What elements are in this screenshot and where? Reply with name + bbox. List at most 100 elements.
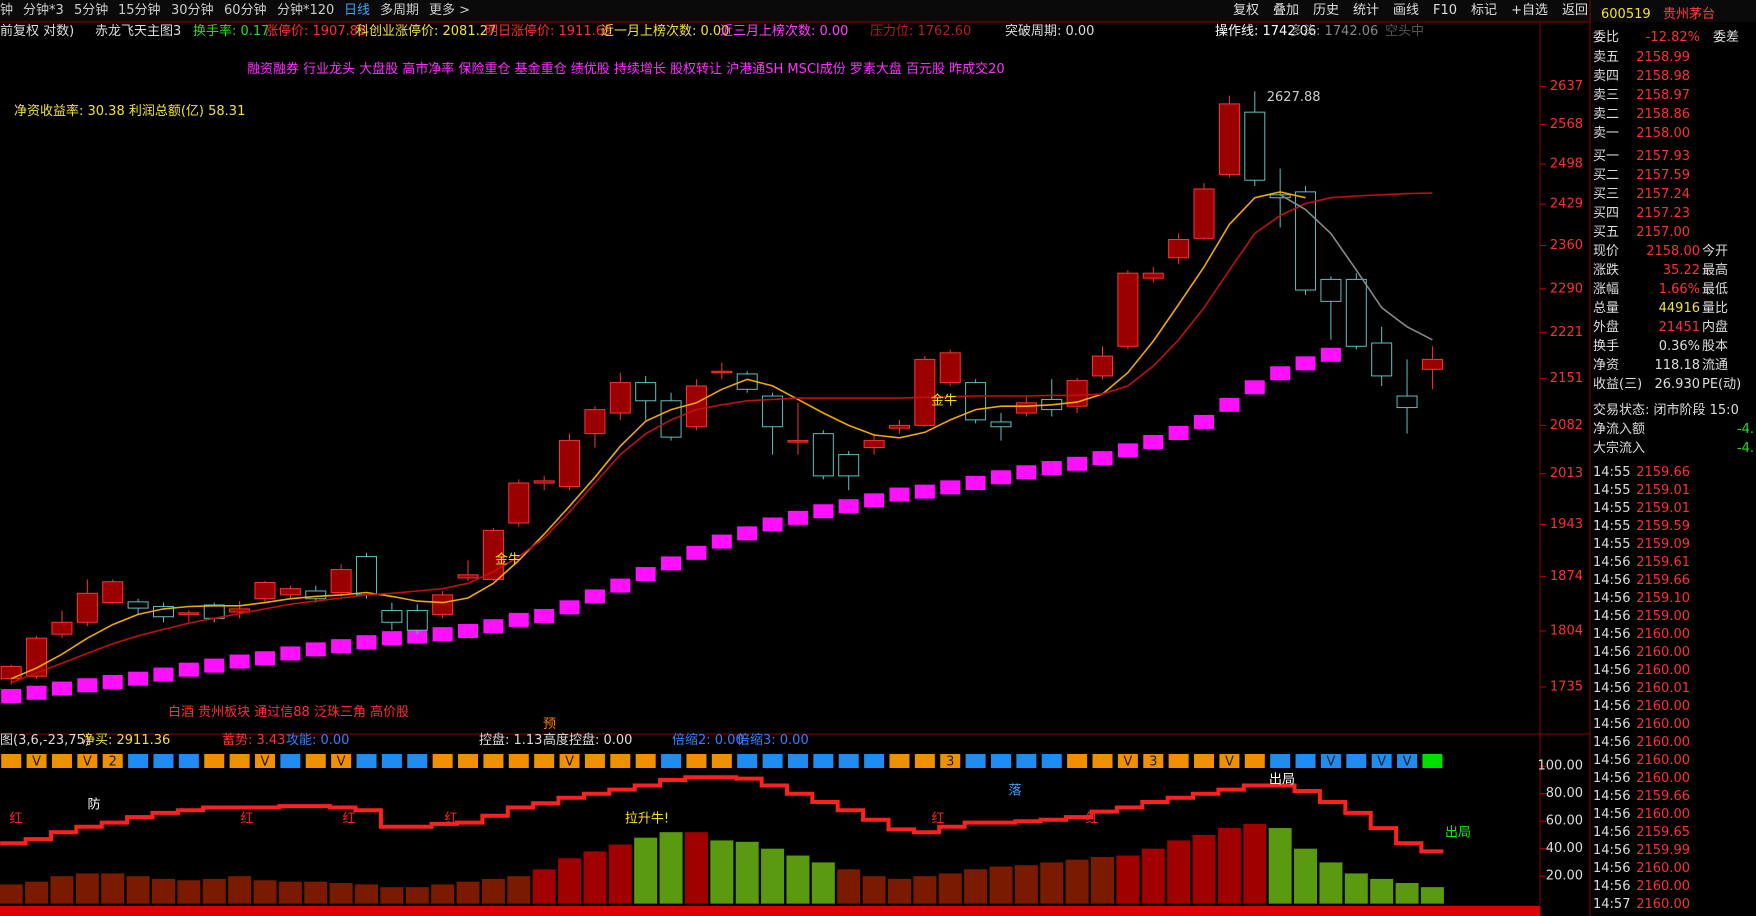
bar (1268, 828, 1292, 904)
indicator-block (864, 493, 885, 508)
bar (1192, 834, 1216, 904)
period-tab[interactable]: 更多 > (429, 3, 471, 18)
tool-button[interactable]: 返回 (1561, 3, 1588, 18)
bar (1420, 887, 1444, 904)
indicator-header: 倍缩3: 0.00 (737, 733, 809, 748)
tool-button[interactable]: 叠加 (1272, 3, 1299, 18)
period-tab[interactable]: 15分钟 (118, 3, 161, 18)
bar (735, 841, 759, 904)
bar (101, 873, 125, 904)
bar (177, 880, 201, 904)
flow-value: -4. (1736, 441, 1754, 456)
bar (1344, 873, 1368, 904)
tick-price: 2160.00 (1636, 717, 1690, 732)
signal-cell (1016, 754, 1037, 768)
tool-button[interactable]: 统计 (1352, 3, 1379, 18)
candle-body (1371, 342, 1393, 377)
book-price: 2158.00 (1636, 126, 1690, 141)
candle-body (990, 421, 1012, 428)
tick-time: 14:55 (1593, 465, 1631, 480)
period-tab[interactable]: 日线 (344, 3, 371, 18)
candle-body (406, 609, 428, 631)
bar (228, 876, 252, 904)
y-tick-label: 2221 (1550, 325, 1583, 340)
candle-body (508, 482, 530, 524)
signal-cell (102, 754, 123, 768)
tick-time: 14:56 (1593, 573, 1631, 588)
period-tab[interactable]: 30分钟 (171, 3, 214, 18)
period-tab[interactable]: 分钟*120 (277, 3, 335, 18)
tool-button[interactable]: 复权 (1232, 3, 1259, 18)
indicator-block (1117, 443, 1138, 458)
y-tick-label: 100.00 (1538, 759, 1584, 774)
indicator-block (51, 681, 72, 696)
indicator-header: 攻能: 0.00 (286, 733, 350, 748)
signal-label: V (1403, 755, 1412, 770)
bar (1217, 828, 1241, 904)
period-tab[interactable]: 分钟*3 (23, 3, 64, 18)
period-tab[interactable]: 5分钟 (74, 3, 109, 18)
bar (278, 881, 302, 904)
tool-button[interactable]: 历史 (1312, 3, 1339, 18)
indicator-annotation: 红 (1085, 811, 1098, 827)
indicator-header: 蓄势: 3.43 (222, 733, 286, 748)
candle-body (1193, 188, 1215, 239)
indicator-block (458, 623, 479, 638)
info-item: 科创业涨停价: 2081.27 (356, 24, 497, 39)
signal-cell (26, 754, 47, 768)
signal-cell (1, 754, 22, 768)
tool-button[interactable]: +自选 (1511, 3, 1548, 18)
y-tick-label: 2290 (1550, 281, 1583, 296)
indicator-block (1219, 397, 1240, 412)
bar (532, 869, 556, 904)
bar (75, 873, 99, 904)
candle-body (888, 424, 910, 429)
candle-body (685, 385, 707, 428)
stat-label: 换手 (1593, 339, 1620, 354)
stock-code: 600519 (1601, 7, 1651, 22)
stat-value: 44916 (1658, 301, 1700, 316)
stat-label: 收益(三) (1593, 377, 1643, 392)
signal-cell (864, 754, 885, 768)
period-tab[interactable]: 60分钟 (224, 3, 267, 18)
indicator-block (1041, 461, 1062, 476)
bar (1116, 855, 1140, 904)
candle-body (1244, 111, 1266, 181)
bar (202, 878, 226, 904)
bar (456, 881, 480, 904)
candle-body (1218, 103, 1240, 175)
tick-price: 2160.00 (1636, 861, 1690, 876)
bar (659, 832, 683, 904)
bar (862, 876, 886, 904)
ma-line (10, 191, 1306, 680)
book-price: 2157.00 (1636, 225, 1690, 240)
tick-time: 14:56 (1593, 879, 1631, 894)
period-tab[interactable]: 多周期 (380, 3, 420, 18)
tick-time: 14:57 (1593, 897, 1631, 912)
signal-cell (584, 754, 605, 768)
signal-cell (432, 754, 453, 768)
book-price: 2157.23 (1636, 206, 1690, 221)
indicator-block (1, 689, 22, 704)
indicator-block (965, 476, 986, 491)
signal-cell (711, 754, 732, 768)
candle-body (0, 665, 22, 680)
quote-label: 委差 (1713, 30, 1740, 45)
tick-time: 14:56 (1593, 555, 1631, 570)
signal-cell (1092, 754, 1113, 768)
indicator-block (711, 534, 732, 549)
tick-price: 2160.00 (1636, 897, 1690, 912)
indicator-block (432, 627, 453, 642)
book-label: 买三 (1593, 187, 1620, 202)
tool-button[interactable]: F10 (1432, 3, 1457, 18)
candle-body (26, 637, 48, 677)
tool-button[interactable]: 标记 (1470, 3, 1497, 18)
signal-cell (1117, 754, 1138, 768)
book-price: 2157.93 (1636, 149, 1690, 164)
candle-body (482, 529, 504, 580)
y-tick-label: 80.00 (1546, 786, 1583, 801)
tool-button[interactable]: 画线 (1392, 3, 1419, 18)
flow-label: 大宗流入 (1593, 441, 1646, 456)
candle-body (356, 556, 378, 596)
period-tab[interactable]: 钟 (0, 3, 14, 18)
